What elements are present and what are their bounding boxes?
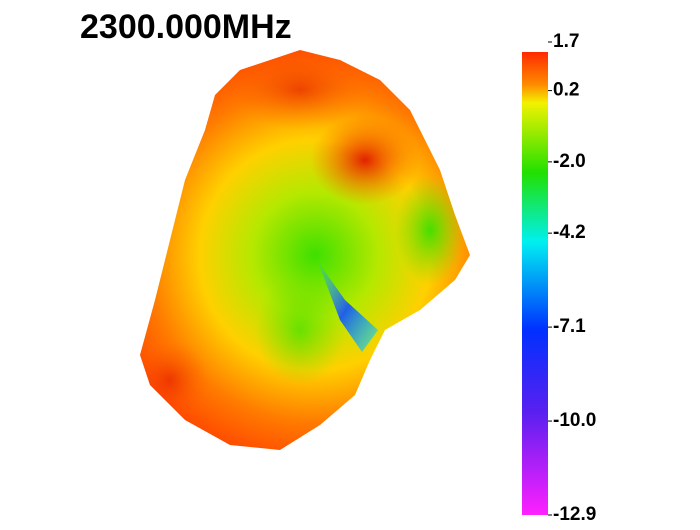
- colorbar-ticks: 1.7 0.2 -2.0 -4.2 -7.1 -10.0 -12.9: [548, 31, 596, 525]
- colorbar-tick-label: -7.1: [553, 316, 586, 337]
- pattern-low: [255, 275, 345, 385]
- colorbar-tick-label: -12.9: [553, 504, 596, 525]
- colorbar-tick-label: 1.7: [553, 31, 579, 52]
- pattern-low: [395, 175, 465, 285]
- pattern-peak: [230, 50, 370, 130]
- colorbar-tick-label: 0.2: [553, 80, 579, 101]
- pattern-null: [318, 262, 378, 352]
- colorbar: [522, 52, 548, 515]
- pattern-peak: [140, 340, 210, 420]
- chart-title: 2300.000MHz: [80, 8, 292, 46]
- pattern-peak: [310, 115, 420, 205]
- colorbar-tick-label: -2.0: [553, 151, 586, 172]
- colorbar-tick-label: -10.0: [553, 410, 596, 431]
- radiation-pattern: [140, 50, 470, 450]
- colorbar-tick-label: -4.2: [553, 222, 586, 243]
